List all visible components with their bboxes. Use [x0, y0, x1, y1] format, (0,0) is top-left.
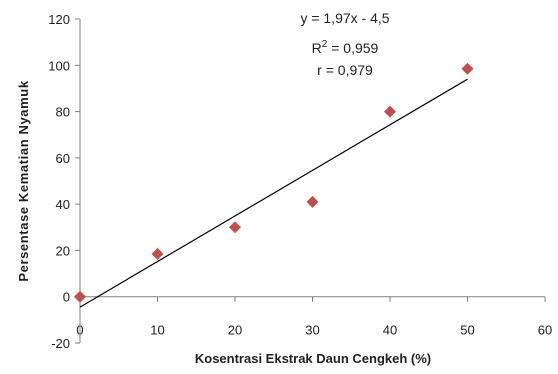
equation-label: y = 1,97x - 4,5 [300, 10, 389, 26]
y-axis-ticks: -20 0 20 40 60 80 100 120 [48, 12, 80, 351]
x-tick-label: 50 [460, 323, 474, 338]
y-tick-label: 40 [56, 197, 70, 212]
y-tick-label: 60 [56, 151, 70, 166]
x-tick-label: 40 [383, 323, 397, 338]
x-axis-title: Kosentrasi Ekstrak Daun Cengkeh (%) [195, 351, 431, 366]
x-tick-label: 30 [305, 323, 319, 338]
x-tick-label: 10 [150, 323, 164, 338]
r-squared-label: R2 = 0,959 [312, 39, 379, 56]
y-tick-label: 120 [48, 12, 70, 27]
y-axis-title: Persentase Kematian Nyamuk [16, 80, 31, 281]
data-point [229, 221, 241, 234]
data-point [306, 195, 319, 208]
r-squared-prefix: R [312, 40, 322, 56]
trendline [79, 78, 468, 308]
y-tick-label: 100 [48, 58, 70, 73]
r-squared-exponent: 2 [322, 39, 328, 50]
y-tick-label: 0 [63, 290, 70, 305]
x-tick-label: 20 [228, 323, 242, 338]
data-point [74, 290, 86, 303]
data-points [74, 62, 474, 303]
r-label: r = 0,979 [317, 62, 373, 78]
x-tick-label: 60 [538, 323, 552, 338]
data-point [151, 247, 164, 260]
y-tick-label: 20 [56, 243, 70, 258]
y-tick-label: 80 [56, 105, 70, 120]
data-point [384, 105, 396, 118]
y-tick-label: -20 [51, 336, 70, 351]
r-squared-value: = 0,959 [327, 40, 378, 56]
data-point [461, 62, 474, 75]
